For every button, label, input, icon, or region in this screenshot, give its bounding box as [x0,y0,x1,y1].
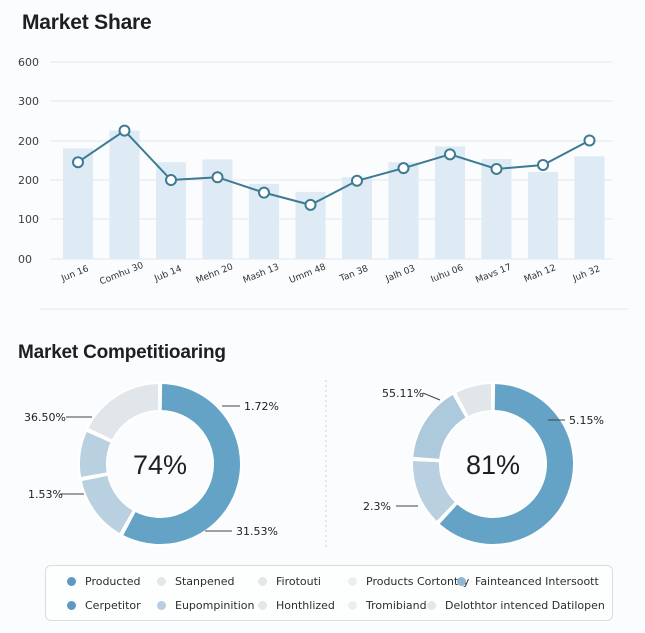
donut-slice [79,473,136,536]
x-axis-ticks: Jun 16 Comhu 30 Jub 14 Mehn 20 Mash 13 Umm 48… [59,261,601,288]
y-tick-label: 600 [18,56,39,69]
legend-item: Eupompinition [157,599,255,612]
legend-item: Cerpetitor [67,599,141,612]
legend-dot [67,577,76,586]
grid-layer [50,61,612,260]
donut-slice [453,381,494,419]
donut-slice [78,429,114,480]
line-point [118,124,131,137]
series-line [77,129,590,206]
x-tick-label: Mash 13 [242,262,281,286]
legend-dot [348,577,357,586]
x-tick-label: Iuhu 06 [430,263,466,285]
bar [109,130,140,259]
market-competition-title: Market Competitioaring [18,342,226,363]
legend-dot [427,601,436,610]
legend-dot [67,601,76,610]
x-tick-label: Jun 16 [59,264,90,284]
legend-label: Products Cortontry [366,575,470,588]
slice-label: 1.53% [28,488,63,501]
bars-layer [63,130,605,259]
y-tick-label: 200 [18,174,39,187]
bar [528,172,558,259]
donut-slice [436,381,575,546]
x-tick-label: Juh 32 [571,264,602,284]
line-point [258,186,270,199]
slice-label: 55.11% [382,387,424,400]
bar [342,177,372,259]
legend: Producted Stanpened Firotouti Products C… [45,565,613,621]
legend-item: Products Cortontry [348,575,469,588]
bar [574,156,605,259]
legend-dot [157,577,166,586]
legend-item: Producted [67,575,141,588]
legend-label: Cerpetitor [85,599,141,612]
line-point [397,162,410,175]
donut-slice [411,392,469,462]
legend-label: Fainteanced Intersoott [475,575,599,588]
legend-dot [258,601,267,610]
y-tick-label: 200 [18,135,39,148]
legend-dot [348,601,357,610]
x-tick-label: Mavs 17 [474,262,513,285]
legend-item: Fainteanced Intersoott [457,575,599,588]
x-tick-label: Umm 48 [288,262,328,286]
donut-slice [411,458,458,524]
legend-label: Eupompinition [175,599,255,612]
donut-chart-1: 74% 1.72% 31.53% 1.53% 36.50% [24,381,279,546]
line-point [351,174,363,187]
donut-slice [85,381,161,443]
leader-line [422,392,441,401]
legend-label: Producted [85,575,141,588]
y-tick-label: 00 [18,253,32,266]
legend-label: Honthlized [276,599,335,612]
bar [388,162,419,259]
donut-center-label: 74% [133,450,187,480]
legend-label: Tromibiand [366,599,427,612]
x-tick-label: Mehn 20 [195,262,235,286]
line-point [304,198,317,211]
line-point [165,174,177,186]
donut-chart-2: 81% 55.11% 5.15% 2.3% [363,381,604,546]
line-layer [72,124,596,211]
legend-dot [457,577,466,586]
y-tick-label: 100 [18,213,39,226]
line-point [211,171,224,184]
legend-label: Delothtor intenced Datilopen [445,599,605,612]
slice-label: 36.50% [24,411,66,424]
line-point [490,162,503,175]
slice-label: 1.72% [244,400,279,413]
line-point [583,134,596,147]
legend-label: Firotouti [276,575,321,588]
line-point [72,156,84,169]
legend-label: Stanpened [175,575,235,588]
bar [481,159,512,259]
donut-slice [120,381,242,546]
line-point [444,148,456,161]
legend-item: Stanpened [157,575,234,588]
legend-item: Tromibiand [348,599,427,612]
x-tick-label: Tan 38 [338,264,370,285]
y-tick-label: 300 [18,95,39,108]
x-tick-label: Jalh 03 [384,264,417,285]
bar [435,146,465,259]
legend-item: Delothtor intenced Datilopen [427,599,605,612]
legend-dot [258,577,267,586]
legend-dot [157,601,166,610]
line-point [537,158,549,171]
slice-label: 5.15% [569,414,604,427]
x-tick-label: Mah 12 [523,263,558,285]
donut-center-label: 81% [466,450,520,480]
market-share-title: Market Share [22,11,152,34]
legend-item: Firotouti [258,575,321,588]
x-tick-label: Jub 14 [152,264,183,284]
legend-item: Honthlized [258,599,335,612]
y-axis-ticks: 00 100 200 200 300 600 [18,56,39,266]
x-tick-label: Comhu 30 [98,261,145,288]
slice-label: 2.3% [363,500,391,513]
slice-label: 31.53% [236,525,278,538]
